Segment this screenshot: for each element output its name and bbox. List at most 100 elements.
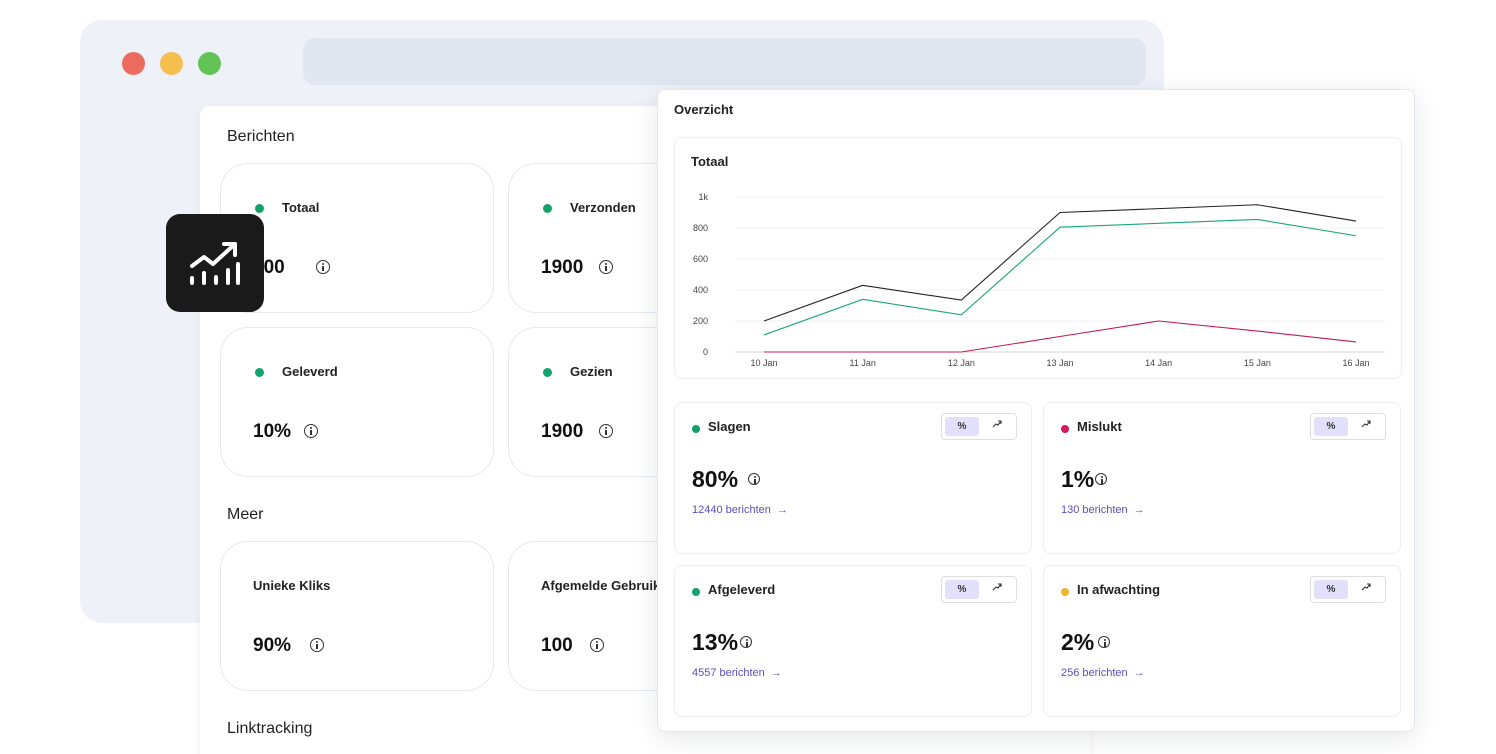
trend-toggle-button[interactable] [1349, 417, 1383, 436]
status-dot [1061, 425, 1069, 433]
stat-card-in-afwachting: In afwachting % 2% 256 berichten → [1043, 565, 1401, 717]
address-bar[interactable] [303, 38, 1146, 85]
stat-label: In afwachting [1077, 582, 1161, 597]
card-label: Geleverd [282, 364, 338, 379]
trend-arrow-icon [1361, 583, 1371, 591]
stat-link-text: 256 berichten [1061, 667, 1128, 679]
percent-toggle-button[interactable]: % [945, 580, 979, 599]
card-value: 1900 [541, 257, 584, 278]
arrow-right-icon: → [1133, 667, 1145, 679]
series-line-2 [763, 218, 1357, 336]
card-label: Totaal [282, 200, 320, 215]
x-tick-label: 15 Jan [1244, 358, 1271, 368]
view-toggle: % [941, 413, 1017, 440]
close-window-dot[interactable] [122, 52, 145, 75]
chart-card-totaal: Totaal 0 200 400 600 800 1k 10 Jan 11 Jan 12 Jan… [674, 137, 1402, 379]
stat-label: Afgeleverd [708, 582, 776, 597]
info-icon[interactable] [1095, 473, 1107, 485]
stat-link[interactable]: 4557 berichten → [692, 667, 782, 679]
overview-panel: Overzicht Totaal 0 200 400 600 800 1k 10 Jan 11… [657, 89, 1415, 732]
section-title-linktracking: Linktracking [227, 720, 313, 737]
stat-link[interactable]: 12440 berichten → [692, 504, 788, 516]
trend-toggle-button[interactable] [980, 580, 1014, 599]
card-value: 100 [541, 635, 573, 656]
arrow-right-icon: → [1133, 504, 1145, 516]
card-value: 10% [253, 421, 292, 442]
trend-arrow-icon [992, 583, 1002, 591]
trend-chart-badge [166, 214, 264, 312]
arrow-right-icon: → [770, 667, 782, 679]
card-unieke-kliks[interactable]: Unieke Kliks 90% [220, 541, 494, 691]
x-tick-label: 16 Jan [1342, 358, 1369, 368]
section-title-meer: Meer [227, 506, 264, 523]
info-icon[interactable] [748, 473, 760, 485]
line-chart: 0 200 400 600 800 1k 10 Jan 11 Jan 12 Jan 13 Jan 1… [693, 192, 1385, 368]
x-tick-label: 11 Jan [849, 358, 875, 368]
info-icon[interactable] [599, 424, 613, 438]
card-label: Gezien [570, 364, 613, 379]
stat-link-text: 4557 berichten [692, 667, 765, 679]
card-label: Afgemelde Gebruik [541, 578, 661, 593]
card-label: Verzonden [570, 200, 636, 215]
card-value: 1900 [541, 421, 584, 442]
series-line-3 [764, 320, 1357, 353]
stat-value: 1% [1061, 466, 1095, 492]
trend-up-icon [190, 242, 240, 285]
trend-arrow-icon [992, 420, 1002, 428]
info-icon[interactable] [304, 424, 318, 438]
section-title-berichten: Berichten [227, 128, 295, 145]
percent-toggle-button[interactable]: % [1314, 580, 1348, 599]
x-tick-label: 12 Jan [948, 358, 975, 368]
y-tick-label: 0 [703, 347, 708, 357]
overview-title: Overzicht [674, 102, 734, 117]
status-dot [1061, 588, 1069, 596]
minimize-window-dot[interactable] [160, 52, 183, 75]
info-icon[interactable] [310, 638, 324, 652]
info-icon[interactable] [599, 260, 613, 274]
card-value: 90% [253, 635, 292, 656]
series-line-1 [763, 204, 1357, 322]
status-dot [255, 204, 264, 213]
stat-link[interactable]: 256 berichten → [1061, 667, 1145, 679]
x-tick-label: 14 Jan [1145, 358, 1172, 368]
stat-link-text: 130 berichten [1061, 504, 1128, 516]
maximize-window-dot[interactable] [198, 52, 221, 75]
card-label: Unieke Kliks [253, 578, 331, 593]
x-tick-label: 10 Jan [750, 358, 777, 368]
y-tick-label: 400 [693, 285, 708, 295]
trend-toggle-button[interactable] [1349, 580, 1383, 599]
x-tick-label: 13 Jan [1046, 358, 1073, 368]
stat-card-afgeleverd: Afgeleverd % 13% 4557 berichten → [674, 565, 1032, 717]
y-tick-label: 200 [693, 316, 708, 326]
info-icon[interactable] [316, 260, 330, 274]
status-dot [255, 368, 264, 377]
y-tick-label: 800 [693, 223, 708, 233]
info-icon[interactable] [740, 636, 752, 648]
y-tick-label: 1k [698, 192, 708, 202]
y-tick-label: 600 [693, 254, 708, 264]
stat-link[interactable]: 130 berichten → [1061, 504, 1145, 516]
stat-value: 80% [692, 466, 739, 492]
view-toggle: % [1310, 413, 1386, 440]
view-toggle: % [941, 576, 1017, 603]
trend-arrow-icon [1361, 420, 1371, 428]
status-dot [692, 588, 700, 596]
stat-value: 2% [1061, 629, 1095, 655]
percent-toggle-button[interactable]: % [1314, 417, 1348, 436]
info-icon[interactable] [590, 638, 604, 652]
stat-card-mislukt: Mislukt % 1% 130 berichten → [1043, 402, 1401, 554]
status-dot [543, 368, 552, 377]
card-totaal[interactable]: Totaal 500 [220, 163, 494, 313]
trend-toggle-button[interactable] [980, 417, 1014, 436]
info-icon[interactable] [1098, 636, 1110, 648]
stat-link-text: 12440 berichten [692, 504, 771, 516]
stat-label: Slagen [708, 419, 751, 434]
status-dot [543, 204, 552, 213]
stat-card-slagen: Slagen % 80% 12440 berichten → [674, 402, 1032, 554]
stat-value: 13% [692, 629, 739, 655]
arrow-right-icon: → [776, 504, 788, 516]
card-geleverd[interactable]: Geleverd 10% [220, 327, 494, 477]
view-toggle: % [1310, 576, 1386, 603]
percent-toggle-button[interactable]: % [945, 417, 979, 436]
stat-label: Mislukt [1077, 419, 1122, 434]
